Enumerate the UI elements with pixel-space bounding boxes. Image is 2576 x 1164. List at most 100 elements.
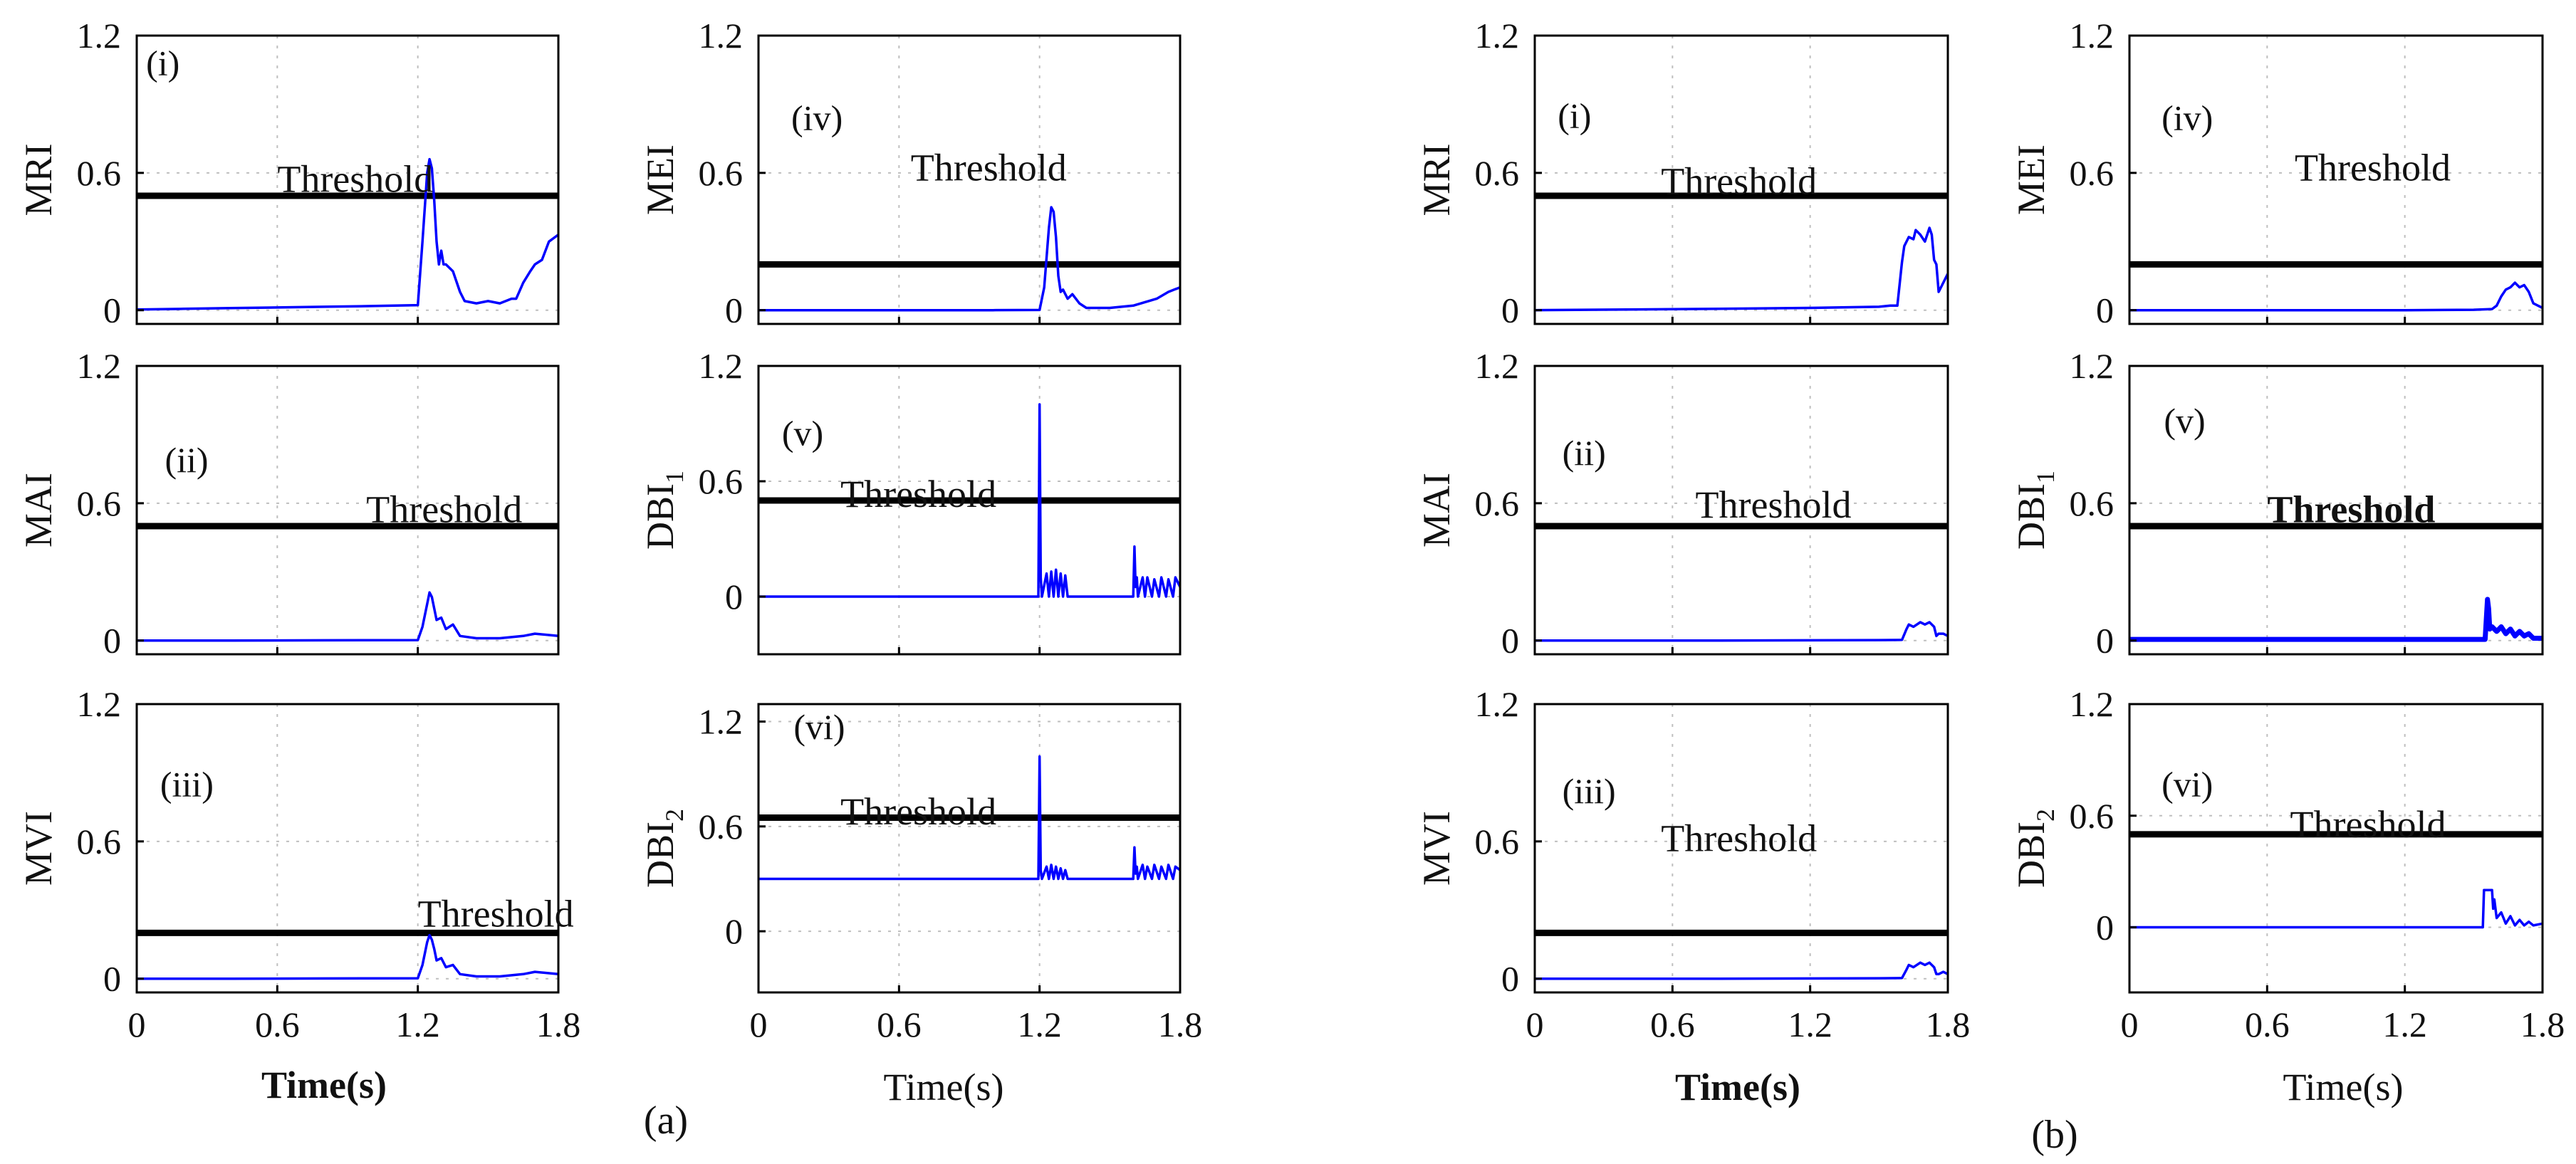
x-tick-label-a-3: 1.8	[536, 1005, 581, 1044]
y-axis-label-main-b-6: DBI	[2010, 822, 2053, 888]
x-axis-label-b-col1: Time(s)	[1675, 1066, 1800, 1108]
x-tick-label-b-6: 1.2	[2382, 1005, 2427, 1044]
panel-tag-b-6: (vi)	[2162, 764, 2213, 804]
x-tick-label-b-6: 1.8	[2520, 1005, 2565, 1044]
y-tick-label-b-2: 1.2	[1475, 346, 1520, 386]
y-tick-label-a-4: 1.2	[699, 16, 744, 56]
x-tick-label-a-6: 0.6	[877, 1005, 922, 1044]
y-tick-label-a-5: 1.2	[699, 346, 744, 386]
x-tick-label-b-3: 0.6	[1650, 1005, 1695, 1044]
y-tick-label-b-3: 0	[1501, 959, 1519, 999]
y-axis-label-main-a-3: MVI	[17, 811, 60, 886]
axes-frame-b-6	[2128, 703, 2544, 994]
y-axis-label-main-a-2: MAI	[17, 473, 60, 547]
panel-tag-a-1: (i)	[146, 43, 179, 83]
series-line-a-2	[137, 591, 559, 642]
y-axis-label-sub-b-6: 2	[2031, 809, 2060, 822]
y-axis-label-a-6: DBI2	[639, 809, 689, 888]
axes-frame-a-4	[757, 34, 1182, 325]
y-tick-label-b-1: 1.2	[1475, 16, 1520, 56]
panel-b-1: 0 0.6 1.2 MRI (i) Threshold	[1415, 16, 1949, 330]
y-tick-label-b-5: 0	[2096, 621, 2114, 661]
panel-tag-b-5: (v)	[2164, 401, 2205, 441]
y-tick-label-b-4: 0.6	[2070, 153, 2114, 193]
axes-frame-a-2	[135, 365, 560, 656]
panel-a-3: 0 0.6 1.2 0 0.6 1.2 1.8 MVI (iii) Threshold	[17, 684, 580, 1044]
y-tick-label-b-1: 0	[1501, 290, 1519, 330]
y-axis-label-a-4: MEI	[639, 145, 682, 215]
y-tick-label-b-1: 0.6	[1475, 153, 1520, 193]
axes-frame-a-5	[757, 365, 1182, 656]
threshold-label-b-3: Threshold	[1661, 817, 1817, 860]
series-line-b-1	[1534, 226, 1949, 312]
panel-a-5: 0 0.6 1.2 DBI1 (v) Threshold	[639, 346, 1182, 656]
y-axis-label-b-5: DBI1	[2010, 471, 2060, 550]
threshold-label-b-2: Threshold	[1696, 483, 1852, 526]
axes-frame-b-2	[1533, 365, 1949, 656]
y-tick-label-b-6: 1.2	[2070, 684, 2114, 724]
y-axis-label-a-5: DBI1	[639, 471, 689, 550]
series-line-b-6	[2129, 888, 2543, 929]
y-tick-label-b-4: 0	[2096, 290, 2114, 330]
y-tick-label-a-5: 0	[725, 577, 743, 617]
y-tick-label-b-6: 0.6	[2070, 796, 2114, 836]
panel-a-2: 0 0.6 1.2 MAI (ii) Threshold	[17, 346, 560, 661]
series-line-b-2	[1535, 621, 1949, 642]
x-tick-label-b-3: 1.8	[1926, 1005, 1971, 1044]
x-tick-label-a-6: 1.8	[1158, 1005, 1203, 1044]
y-axis-label-sub-a-6: 2	[660, 809, 689, 822]
threshold-label-b-4: Threshold	[2295, 146, 2451, 189]
x-tick-label-a-3: 1.2	[395, 1005, 440, 1044]
axes-frame-b-5	[2128, 365, 2544, 656]
panel-tag-a-6: (vi)	[793, 707, 845, 747]
y-tick-label-a-3: 0.6	[77, 822, 122, 861]
series-line-b-4	[2129, 281, 2543, 312]
series-line-a-1	[136, 157, 560, 311]
y-tick-label-a-1: 1.2	[77, 16, 122, 56]
panel-b-3: 0 0.6 1.2 0 0.6 1.2 1.8 MVI (iii) Threshold	[1415, 684, 1970, 1044]
y-tick-label-b-6: 0	[2096, 908, 2114, 948]
panel-a-4: 0 0.6 1.2 MEI (iv) Threshold	[639, 16, 1182, 330]
y-tick-label-a-6: 0	[725, 911, 743, 951]
y-tick-label-b-5: 0.6	[2070, 483, 2114, 523]
x-tick-label-b-6: 0.6	[2245, 1005, 2290, 1044]
panel-b-2: 0 0.6 1.2 MAI (ii) Threshold	[1415, 346, 1949, 661]
panel-tag-b-1: (i)	[1558, 96, 1591, 136]
y-axis-label-main-b-3: MVI	[1415, 811, 1458, 886]
threshold-label-a-6: Threshold	[840, 790, 996, 833]
y-tick-label-b-3: 1.2	[1475, 684, 1520, 724]
y-tick-label-a-2: 1.2	[77, 346, 122, 386]
series-line-a-5	[758, 403, 1182, 598]
panels-layer: 0 0.6 1.2 MRI (i) Threshold 0 0.6 1.2 MAI (ii) Thre…	[17, 16, 2565, 1044]
threshold-label-b-5: Threshold	[2267, 488, 2435, 531]
y-axis-label-main-b-5: DBI	[2010, 483, 2053, 550]
y-tick-label-b-3: 0.6	[1475, 822, 1520, 861]
threshold-label-a-1: Threshold	[277, 158, 433, 201]
y-axis-label-b-1: MRI	[1415, 143, 1458, 216]
y-axis-label-b-2: MAI	[1415, 473, 1458, 547]
axes-frame-a-1	[135, 34, 560, 325]
threshold-label-a-2: Threshold	[366, 488, 522, 531]
x-axis-label-b-col2: Time(s)	[2283, 1066, 2403, 1108]
panel-a-1: 0 0.6 1.2 MRI (i) Threshold	[17, 16, 560, 330]
panel-b-6: 0 0.6 1.2 0 0.6 1.2 1.8 DBI2 (vi) Threshold	[2010, 684, 2565, 1044]
series-line-a-4	[758, 206, 1181, 312]
series-line-b-5	[2129, 597, 2543, 642]
y-axis-label-b-6: DBI2	[2010, 809, 2060, 888]
threshold-label-a-5: Threshold	[840, 473, 996, 515]
threshold-label-a-3: Threshold	[418, 893, 574, 935]
panel-tag-a-5: (v)	[782, 414, 823, 453]
panel-a-6: 0 0.6 1.2 0 0.6 1.2 1.8 DBI2 (vi) Threshold	[639, 702, 1202, 1044]
y-tick-label-a-1: 0	[103, 290, 121, 330]
panel-tag-a-2: (ii)	[165, 440, 208, 480]
axes-frame-b-1	[1533, 34, 1949, 325]
y-tick-label-b-2: 0.6	[1475, 483, 1520, 523]
x-tick-label-b-6: 0	[2121, 1005, 2139, 1044]
threshold-label-b-6: Threshold	[2290, 803, 2446, 846]
x-axis-label-a-col2: Time(s)	[883, 1066, 1003, 1108]
x-tick-label-a-3: 0	[128, 1005, 146, 1044]
y-tick-label-a-2: 0	[103, 621, 121, 661]
series-line-b-3	[1535, 961, 1949, 980]
series-line-a-3	[137, 933, 559, 980]
